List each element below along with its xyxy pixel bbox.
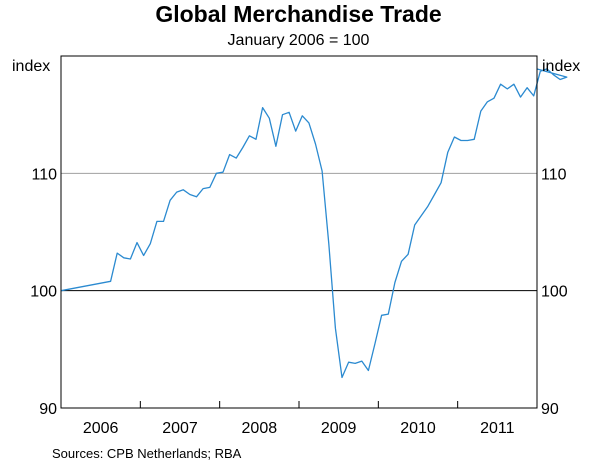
series-line-0 (60, 68, 568, 379)
chart-subtitle: January 2006 = 100 (227, 32, 370, 49)
x-tick-label-2008: 2008 (242, 420, 278, 437)
x-tick-label-2009: 2009 (321, 420, 357, 437)
x-ticks (139, 401, 459, 408)
y-unit-label-left: index (12, 58, 50, 75)
series-layer (60, 68, 568, 379)
chart-title: Global Merchandise Trade (155, 1, 442, 27)
x-tick-label-2007: 2007 (162, 420, 198, 437)
y-tick-label-right-100: 100 (541, 284, 568, 301)
y-unit-label-right: index (542, 58, 580, 75)
y-tick-labels: 90 90 100 100 110 110 (30, 166, 568, 418)
plot-frame (60, 55, 538, 409)
x-tick-label-2010: 2010 (400, 420, 436, 437)
y-tick-label-left-110: 110 (31, 166, 57, 183)
y-tick-label-left-100: 100 (30, 284, 57, 301)
x-tick-label-2006: 2006 (83, 420, 119, 437)
x-tick-labels: 2006 2007 2008 2009 2010 2011 (83, 420, 515, 437)
y-tick-label-left-90: 90 (39, 401, 57, 418)
source-note: Sources: CPB Netherlands; RBA (52, 446, 242, 461)
reference-lines (61, 172, 537, 292)
x-tick-label-2011: 2011 (480, 420, 515, 437)
y-tick-label-right-110: 110 (541, 166, 567, 183)
y-tick-label-right-90: 90 (541, 401, 559, 418)
